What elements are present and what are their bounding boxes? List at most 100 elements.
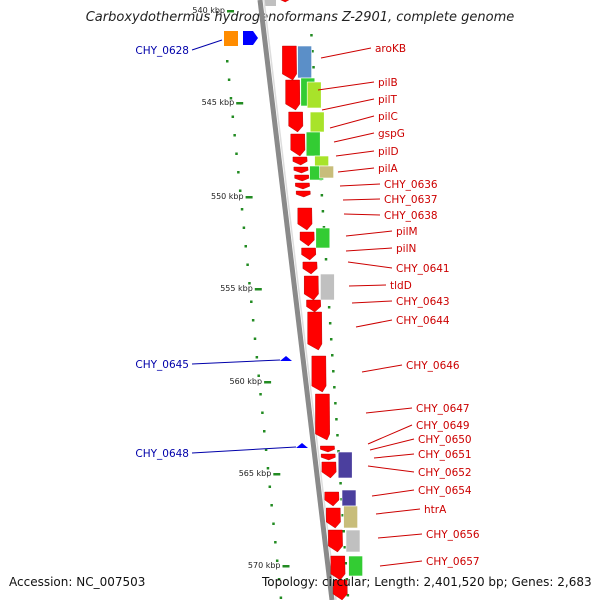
ruler-dot xyxy=(248,282,251,285)
right-gene-label: CHY_0647 xyxy=(416,403,470,415)
ruler-dot xyxy=(237,171,240,174)
ruler-dot xyxy=(334,402,337,405)
feature-blue-marker xyxy=(280,356,292,361)
cds-arrow xyxy=(320,453,336,461)
right-gene-leader xyxy=(365,407,413,414)
cds-arrow xyxy=(282,45,297,81)
ruler-label: 540 kbp xyxy=(192,6,225,15)
cds-arrow xyxy=(295,182,310,190)
right-gene-leader xyxy=(321,98,375,111)
ruler-dot xyxy=(328,322,332,325)
left-gene-leader xyxy=(191,359,281,365)
right-gene-label: CHY_0636 xyxy=(384,179,438,191)
ruler-dot xyxy=(268,485,272,488)
cds-arrow xyxy=(294,174,310,182)
left-gene-label: CHY_0645 xyxy=(135,359,189,371)
ruler-dot xyxy=(336,434,339,437)
right-gene-label: CHY_0650 xyxy=(418,434,472,446)
ruler-dot xyxy=(274,541,277,544)
ruler-dot xyxy=(341,514,344,517)
ruler-dot xyxy=(311,50,314,53)
ruler-dot xyxy=(253,337,257,340)
ruler-dot xyxy=(238,189,242,192)
cds-arrow xyxy=(293,166,309,174)
right-gene-label: tldD xyxy=(390,280,412,292)
left-gene-label: CHY_0648 xyxy=(135,448,189,460)
right-gene-leader xyxy=(333,132,375,143)
right-gene-leader xyxy=(377,533,423,539)
ruler-dot xyxy=(324,258,328,261)
ruler-dot xyxy=(259,393,262,396)
feature-block xyxy=(306,81,322,109)
cds-arrow xyxy=(320,445,335,453)
right-gene-leader xyxy=(339,183,381,187)
cds-arrow xyxy=(324,491,340,507)
right-gene-leader xyxy=(345,230,393,237)
feature-block xyxy=(348,555,363,577)
right-gene-label: CHY_0649 xyxy=(416,420,470,432)
right-gene-label: pilA xyxy=(378,163,398,175)
ruler-dot xyxy=(226,60,229,63)
right-gene-leader xyxy=(361,364,403,373)
ruler-dot xyxy=(229,97,233,100)
right-gene-label: CHY_0654 xyxy=(418,485,472,497)
right-gene-label: pilT xyxy=(378,94,397,106)
ruler-dot xyxy=(257,374,260,377)
cds-arrow xyxy=(330,555,346,581)
ruler-dot xyxy=(264,448,268,451)
cds-arrow xyxy=(306,299,321,313)
right-gene-leader xyxy=(343,213,381,216)
cds-arrow xyxy=(295,190,311,198)
right-gene-leader xyxy=(335,150,375,157)
ruler-dot xyxy=(235,152,238,155)
ruler-dot xyxy=(233,134,236,137)
right-gene-leader xyxy=(342,198,381,201)
ruler-dot xyxy=(333,386,336,389)
right-gene-label: CHY_0641 xyxy=(396,263,450,275)
ruler-dot xyxy=(320,194,324,197)
right-gene-label: gspG xyxy=(378,128,405,140)
cds-arrow xyxy=(297,207,313,231)
right-gene-leader xyxy=(347,261,393,269)
ruler-dot xyxy=(250,300,253,303)
cds-arrow xyxy=(280,0,290,3)
ruler-dot xyxy=(337,450,340,453)
ruler-tick xyxy=(227,10,234,13)
right-gene-leader xyxy=(355,319,393,328)
ruler-dot xyxy=(272,522,275,525)
right-gene-leader xyxy=(373,453,415,459)
ruler-tick xyxy=(264,381,272,384)
ruler-tick xyxy=(254,288,262,291)
right-gene-leader xyxy=(320,47,372,59)
feature-block xyxy=(319,165,334,179)
right-gene-label: pilC xyxy=(378,111,398,123)
right-gene-label: pilB xyxy=(378,77,398,89)
accession-text: Accession: NC_007503 xyxy=(9,575,146,589)
ruler-dot xyxy=(340,498,343,501)
cds-arrow xyxy=(299,231,315,247)
right-gene-label: CHY_0646 xyxy=(406,360,460,372)
feature-orange xyxy=(224,31,238,46)
right-gene-label: aroKB xyxy=(375,43,406,55)
right-gene-label: CHY_0656 xyxy=(426,529,480,541)
ruler-dot xyxy=(244,245,247,248)
ruler-dot xyxy=(312,66,315,69)
ruler-dot xyxy=(270,504,273,507)
right-gene-label: CHY_0643 xyxy=(396,296,450,308)
cds-arrow xyxy=(326,507,341,529)
ruler-label: 550 kbp xyxy=(211,192,244,201)
ruler-dot xyxy=(321,210,325,213)
ruler-dot xyxy=(345,578,349,581)
right-gene-label: CHY_0651 xyxy=(418,449,472,461)
cds-arrow xyxy=(288,111,304,133)
feature-block xyxy=(343,505,358,529)
ruler-dot xyxy=(266,467,270,470)
ruler-dot xyxy=(277,578,281,581)
feature-block xyxy=(315,227,331,249)
ruler-dot xyxy=(335,418,338,421)
right-gene-label: CHY_0657 xyxy=(426,556,480,568)
feature-block xyxy=(337,451,353,479)
ruler-dot xyxy=(242,226,246,229)
left-gene-leader xyxy=(191,39,223,51)
right-gene-leader xyxy=(345,247,393,252)
